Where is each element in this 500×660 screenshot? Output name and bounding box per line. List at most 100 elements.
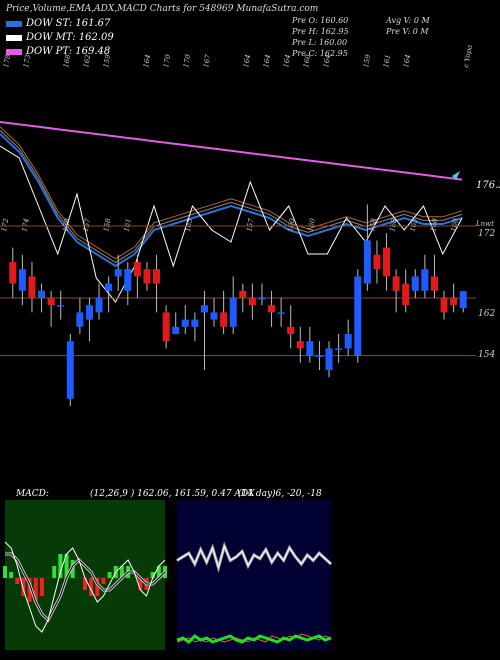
candle-body bbox=[315, 355, 323, 358]
candle-body bbox=[392, 276, 400, 291]
macd-panel-bg bbox=[5, 500, 165, 650]
price-lo-label: 154 bbox=[478, 350, 496, 360]
ema-short-line bbox=[0, 133, 463, 268]
dow-pt-legend: DOW PT: 169.48 bbox=[6, 46, 110, 57]
candle-body bbox=[220, 312, 228, 327]
candle-body bbox=[105, 283, 113, 291]
candle-body bbox=[277, 312, 285, 314]
candle-body bbox=[383, 247, 391, 277]
top-tick-label: 162 bbox=[82, 53, 92, 68]
candle-body bbox=[296, 341, 304, 349]
top-tick-label: 159 bbox=[102, 53, 112, 68]
macd-histogram-bar bbox=[101, 578, 106, 584]
candle-body bbox=[402, 283, 410, 306]
macd-line bbox=[4, 541, 166, 633]
candle-body bbox=[9, 262, 17, 284]
candle-body bbox=[411, 276, 419, 291]
candle-body bbox=[363, 240, 371, 284]
dow-pt-label: DOW PT: 169.48 bbox=[26, 46, 111, 57]
mid-tick-label: 160 bbox=[450, 217, 460, 232]
candle-body bbox=[114, 269, 122, 277]
price-line bbox=[0, 145, 463, 303]
candle-body bbox=[248, 298, 256, 306]
top-tick-label: 164 bbox=[142, 54, 152, 69]
candle-body bbox=[181, 319, 189, 327]
macd-histogram-bar bbox=[107, 572, 112, 578]
candle-body bbox=[200, 305, 208, 313]
macd-histogram-bar bbox=[58, 554, 63, 578]
mid-tick-label: 160 bbox=[286, 217, 296, 232]
adx-values: (14 day)6, -20, -18 bbox=[238, 489, 322, 499]
candle-body bbox=[258, 298, 266, 300]
candle-body bbox=[440, 298, 448, 313]
mid-tick-label: 159 bbox=[61, 217, 71, 232]
macd-histogram-bar bbox=[95, 578, 100, 596]
dow-mt-label: DOW MT: 162.09 bbox=[26, 32, 114, 43]
lower-tag: Lnwt bbox=[476, 220, 494, 228]
candle-body bbox=[47, 298, 55, 306]
mid-tick-label: 174 bbox=[21, 218, 31, 233]
top-tick-label: 164 bbox=[242, 54, 252, 69]
candle-body bbox=[268, 305, 276, 313]
mid-tick-label: 161 bbox=[123, 218, 133, 233]
candle-body bbox=[430, 276, 438, 291]
ema-end-marker bbox=[452, 171, 460, 180]
prev-open: Pre O: 160.60 bbox=[292, 16, 349, 25]
plus-di-line bbox=[176, 634, 332, 644]
macd-histogram-bar bbox=[119, 566, 124, 578]
adx-panel-bg bbox=[177, 500, 331, 650]
macd-histogram-bar bbox=[52, 566, 57, 578]
prev-volume: Pre V: 0 M bbox=[386, 27, 429, 36]
candle-body bbox=[373, 254, 381, 270]
candle-body bbox=[85, 305, 93, 320]
avg-volume: Avg V: 0 M bbox=[386, 16, 430, 25]
candle-body bbox=[239, 290, 247, 298]
candle-body bbox=[421, 269, 429, 291]
top-tick-label: c Yopa bbox=[462, 44, 474, 68]
top-tick-label: 170 bbox=[182, 53, 192, 68]
candle-body bbox=[354, 276, 362, 356]
macd-histogram-bar bbox=[9, 572, 14, 578]
candle-body bbox=[325, 348, 333, 370]
candle-body bbox=[143, 269, 151, 284]
dow-st-label: DOW ST: 161.67 bbox=[26, 18, 111, 29]
mid-tick-label: 172 bbox=[0, 217, 10, 232]
mid-tick-label: 160 bbox=[429, 217, 439, 232]
candle-body bbox=[172, 326, 180, 334]
candle-body bbox=[459, 291, 467, 309]
candle-body bbox=[153, 269, 161, 284]
macd-histogram-bar bbox=[3, 566, 7, 578]
price-hi-label: 172 bbox=[478, 229, 496, 239]
prev-close: Pre C: 162.95 bbox=[292, 49, 348, 58]
candle-body bbox=[66, 341, 74, 399]
mid-tick-label: 158 bbox=[368, 217, 378, 232]
macd-histogram-bar bbox=[15, 578, 20, 584]
ema-last-value: 176.35 bbox=[476, 180, 500, 191]
top-tick-label: 168 bbox=[62, 53, 72, 68]
candle-body bbox=[18, 269, 26, 291]
candle-body bbox=[133, 262, 141, 277]
macd-histogram-bar bbox=[27, 578, 32, 602]
mid-tick-label: 157 bbox=[245, 217, 255, 232]
candle-body bbox=[335, 348, 343, 350]
candle-body bbox=[38, 290, 46, 298]
candle-body bbox=[162, 312, 170, 342]
macd-histogram-bar bbox=[39, 578, 44, 596]
candle-body bbox=[210, 312, 218, 320]
macd-signal-inner bbox=[5, 553, 166, 621]
mid-tick-label: 168 bbox=[388, 217, 398, 232]
mid-tick-label: 160 bbox=[307, 217, 317, 232]
macd-histogram-bar bbox=[138, 578, 143, 590]
candle-body bbox=[95, 298, 103, 313]
dow-mt-swatch bbox=[6, 34, 22, 41]
candle-body bbox=[287, 326, 295, 334]
top-tick-label: 160 bbox=[302, 53, 312, 68]
top-tick-label: 159 bbox=[362, 53, 372, 68]
candle-body bbox=[450, 298, 458, 306]
candle-body bbox=[306, 341, 314, 356]
top-tick-label: 161 bbox=[382, 54, 392, 69]
candle-body bbox=[229, 298, 237, 327]
top-tick-label: 164 bbox=[262, 54, 272, 69]
